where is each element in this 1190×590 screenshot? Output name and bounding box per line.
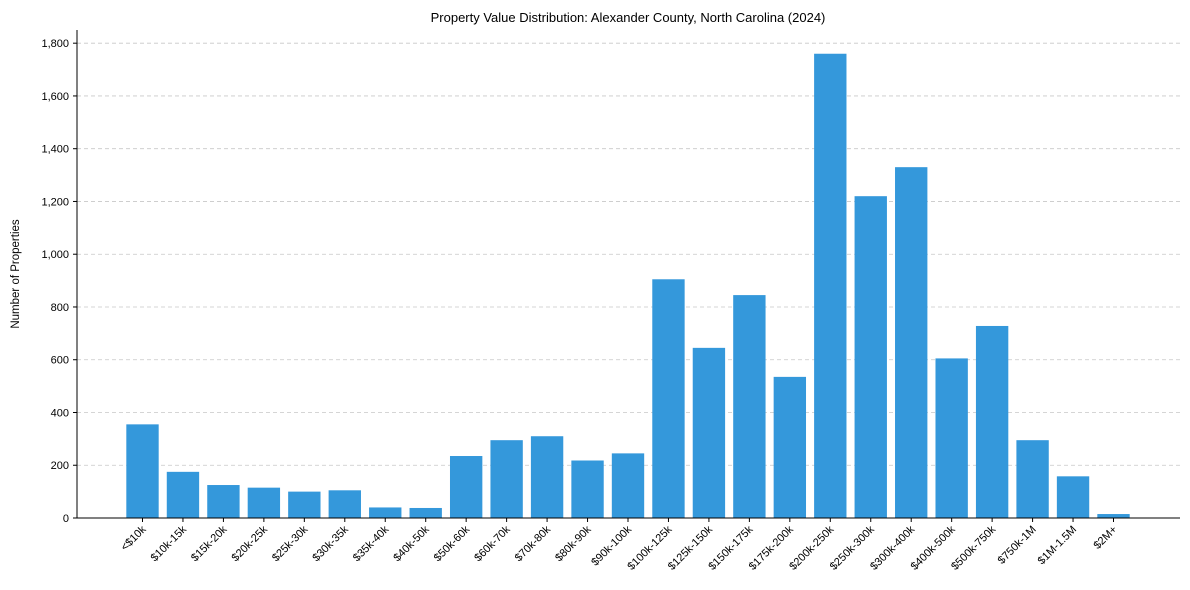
y-tick-label: 0 xyxy=(63,513,69,525)
bar xyxy=(814,53,847,518)
y-tick-label: 200 xyxy=(51,460,69,472)
bar xyxy=(895,167,928,518)
bar xyxy=(733,295,766,518)
bar xyxy=(611,453,645,518)
x-tick-label: $70k-80k xyxy=(513,523,554,564)
x-tick-label: $25k-30k xyxy=(270,523,311,564)
bar xyxy=(652,279,685,518)
y-axis-label: Number of Properties xyxy=(10,219,22,329)
bar xyxy=(1056,476,1090,518)
bar xyxy=(1097,514,1130,518)
bar xyxy=(126,424,159,518)
y-tick-label: 1,400 xyxy=(41,144,69,156)
axes xyxy=(76,30,1180,519)
y-tick-label: 1,600 xyxy=(41,91,69,103)
chart-title: Property Value Distribution: Alexander C… xyxy=(431,10,826,25)
bar xyxy=(328,490,361,518)
y-tick-label: 800 xyxy=(51,302,69,314)
x-tick-label: $500k-750k xyxy=(949,523,998,572)
y-tick-label: 1,800 xyxy=(41,38,69,50)
x-tick-label: $10k-15k xyxy=(149,523,190,564)
y-tick-label: 600 xyxy=(51,355,69,367)
bar xyxy=(288,491,321,518)
bar xyxy=(166,471,200,518)
bar xyxy=(207,485,240,518)
bar xyxy=(692,347,726,518)
x-tick-label: $30k-35k xyxy=(310,523,351,564)
bar xyxy=(773,376,807,518)
gridlines xyxy=(77,42,1180,466)
x-tick-label: <$10k xyxy=(119,523,149,553)
x-tick-label: $15k-20k xyxy=(189,523,230,564)
x-tick-label: $20k-25k xyxy=(230,523,271,564)
bar xyxy=(1016,440,1049,518)
x-tick-label: $2M+ xyxy=(1091,524,1119,552)
bar xyxy=(854,196,887,518)
bar xyxy=(571,460,604,518)
x-tick-label: $1M-1.5M xyxy=(1036,524,1080,568)
y-tick-label: 1,000 xyxy=(41,249,69,261)
bars xyxy=(126,53,1130,518)
bar xyxy=(449,456,483,518)
bar xyxy=(369,507,402,518)
bar xyxy=(490,440,523,518)
x-tick-label: $35k-40k xyxy=(351,523,392,564)
x-tick-label: $80k-90k xyxy=(553,523,594,564)
y-tick-label: 1,200 xyxy=(41,196,69,208)
bar xyxy=(975,325,1009,518)
bar xyxy=(409,507,442,518)
y-tick-label: 400 xyxy=(51,407,69,419)
bar xyxy=(935,358,968,518)
x-tick-label: $50k-60k xyxy=(432,523,473,564)
bar xyxy=(530,436,564,518)
bar xyxy=(247,487,281,518)
x-tick-label: $750k-1M xyxy=(996,524,1039,567)
y-ticks: 0 200 400 600 800 1,000 1,200 1,400 1,600 1,800 xyxy=(41,38,77,525)
x-ticks: <$10k $10k-15k $15k-20k $20k-25k $25k-30k $30… xyxy=(119,518,1120,573)
x-tick-label: $60k-70k xyxy=(472,523,513,564)
x-tick-label: $40k-50k xyxy=(391,523,432,564)
